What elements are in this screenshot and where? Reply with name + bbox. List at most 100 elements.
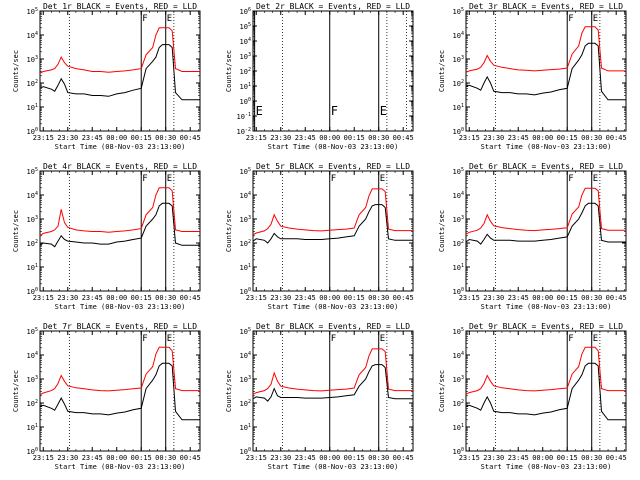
y-axis-label: Counts/sec xyxy=(225,50,233,92)
event-marker-label: F xyxy=(331,104,338,118)
detector-panel-3: Det 3r BLACK = Events, RED = LLD 100 101 10… xyxy=(438,2,627,151)
x-tick-label: 23:45 xyxy=(82,454,103,462)
x-tick-label: 23:30 xyxy=(483,454,504,462)
x-tick-label: 23:30 xyxy=(270,134,291,142)
detector-panel-8: Det 8r BLACK = Events, RED = LLD 100 101 10… xyxy=(225,322,414,471)
y-tick-label: 101 xyxy=(240,423,251,432)
x-axis-label: Start Time (08-Nov-03 23:13:00) xyxy=(268,463,399,471)
x-axis-label: Start Time (08-Nov-03 23:13:00) xyxy=(481,303,612,311)
plot-frame xyxy=(39,330,201,452)
y-tick-label: 103 xyxy=(240,375,251,384)
plot-frame xyxy=(252,170,414,292)
y-axis-label: Counts/sec xyxy=(12,370,20,412)
y-tick-label: 104 xyxy=(453,351,464,360)
x-tick-label: 23:15 xyxy=(459,134,480,142)
x-axis-label: Start Time (08-Nov-03 23:13:00) xyxy=(55,143,186,151)
x-tick-label: 23:15 xyxy=(459,454,480,462)
x-tick-label: 00:00 xyxy=(106,294,127,302)
x-tick-label: 23:30 xyxy=(270,294,291,302)
x-tick-label: 23:30 xyxy=(483,134,504,142)
events-series-line xyxy=(465,362,626,421)
events-series-line xyxy=(252,204,413,244)
y-tick-label: 103 xyxy=(240,215,251,224)
y-axis-label: Counts/sec xyxy=(438,210,446,252)
panel-title: Det 2r BLACK = Events, RED = LLD xyxy=(256,2,410,11)
x-axis-label: Start Time (08-Nov-03 23:13:00) xyxy=(55,463,186,471)
y-axis-label: Counts/sec xyxy=(438,370,446,412)
y-tick-label: 105 xyxy=(240,167,251,176)
y-tick-label: 102 xyxy=(240,399,251,408)
detector-panel-2: Det 2r BLACK = Events, RED = LLD 10-2 10-1… xyxy=(225,2,414,151)
x-tick-label: 23:15 xyxy=(33,294,54,302)
event-marker-label: F xyxy=(568,174,573,184)
plot-frame xyxy=(465,170,627,292)
y-tick-label: 105 xyxy=(27,327,38,336)
panel-title: Det 1r BLACK = Events, RED = LLD xyxy=(43,2,197,11)
y-tick-label: 100 xyxy=(240,447,251,456)
event-marker-label: F xyxy=(142,334,147,344)
y-tick-label: 104 xyxy=(240,351,251,360)
y-tick-label: 100 xyxy=(453,127,464,136)
x-tick-label: 23:15 xyxy=(246,134,267,142)
y-tick-label: 101 xyxy=(27,423,38,432)
y-tick-label: 105 xyxy=(453,7,464,16)
event-marker-label: F xyxy=(568,334,573,344)
y-tick-label: 102 xyxy=(27,239,38,248)
y-tick-label: 10-2 xyxy=(237,127,251,136)
x-tick-label: 23:45 xyxy=(508,294,529,302)
x-axis-label: Start Time (08-Nov-03 23:13:00) xyxy=(55,303,186,311)
x-tick-label: 00:45 xyxy=(393,294,414,302)
x-tick-label: 23:30 xyxy=(270,454,291,462)
x-tick-label: 00:45 xyxy=(393,134,414,142)
events-series-line xyxy=(39,362,200,421)
x-tick-label: 00:00 xyxy=(319,134,340,142)
event-marker-label: E xyxy=(380,334,385,344)
x-tick-label: 00:00 xyxy=(532,294,553,302)
x-tick-label: 00:15 xyxy=(131,294,152,302)
y-tick-label: 105 xyxy=(240,327,251,336)
y-tick-label: 100 xyxy=(27,447,38,456)
panel-title: Det 4r BLACK = Events, RED = LLD xyxy=(43,162,197,171)
y-tick-label: 104 xyxy=(453,191,464,200)
y-axis-label: Counts/sec xyxy=(12,50,20,92)
x-tick-label: 00:45 xyxy=(606,134,627,142)
lld-series-line xyxy=(252,188,413,236)
event-marker-label: E xyxy=(167,174,172,184)
panel-title: Det 6r BLACK = Events, RED = LLD xyxy=(469,162,623,171)
event-marker-label: E xyxy=(593,14,598,24)
detector-panel-6: Det 6r BLACK = Events, RED = LLD 100 101 10… xyxy=(438,162,627,311)
x-axis-label: Start Time (08-Nov-03 23:13:00) xyxy=(268,143,399,151)
lld-series-line xyxy=(39,187,200,237)
y-tick-label: 103 xyxy=(27,375,38,384)
y-tick-label: 106 xyxy=(240,7,251,16)
panel-title: Det 9r BLACK = Events, RED = LLD xyxy=(469,322,623,331)
y-tick-label: 102 xyxy=(240,239,251,248)
event-marker-label: F xyxy=(142,174,147,184)
y-tick-label: 105 xyxy=(453,327,464,336)
event-marker-label: E xyxy=(593,174,598,184)
event-marker-label: E xyxy=(593,334,598,344)
event-marker-label: E xyxy=(380,174,385,184)
x-tick-label: 00:15 xyxy=(131,134,152,142)
plot-frame xyxy=(252,330,414,452)
x-tick-label: 00:15 xyxy=(557,294,578,302)
y-tick-label: 101 xyxy=(453,103,464,112)
y-tick-label: 103 xyxy=(240,52,251,61)
x-tick-label: 23:15 xyxy=(459,294,480,302)
lld-series-line xyxy=(252,348,413,395)
event-marker-label: E xyxy=(380,104,387,118)
x-tick-label: 23:45 xyxy=(508,454,529,462)
y-tick-label: 105 xyxy=(27,167,38,176)
y-tick-label: 104 xyxy=(240,37,251,46)
x-tick-label: 23:30 xyxy=(57,134,78,142)
y-tick-label: 101 xyxy=(453,423,464,432)
y-tick-label: 103 xyxy=(453,375,464,384)
x-tick-label: 23:45 xyxy=(295,134,316,142)
y-tick-label: 105 xyxy=(453,167,464,176)
lld-series-line xyxy=(465,346,626,395)
y-tick-label: 102 xyxy=(240,67,251,76)
y-tick-label: 105 xyxy=(27,7,38,16)
x-tick-label: 00:45 xyxy=(606,294,627,302)
y-tick-label: 105 xyxy=(240,22,251,31)
